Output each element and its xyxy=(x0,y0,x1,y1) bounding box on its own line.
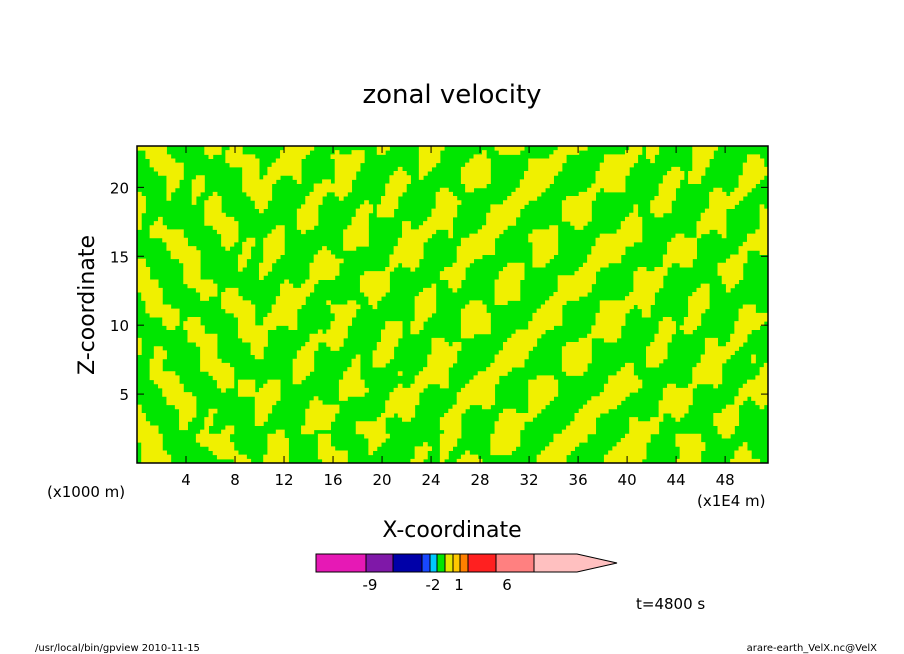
x-tick-label: 8 xyxy=(230,471,240,489)
y-tick-label: 20 xyxy=(110,179,129,197)
y-tick-label: 10 xyxy=(110,317,129,335)
x-axis-label: X-coordinate xyxy=(382,518,521,543)
colorbar-segment xyxy=(459,553,469,573)
plot-frame xyxy=(136,145,769,464)
colorbar-tick-label: 6 xyxy=(502,576,512,594)
colorbar-segment xyxy=(495,553,535,573)
colorbar-segment xyxy=(467,553,497,573)
colorbar-segment xyxy=(436,553,446,573)
x-tick-label: 24 xyxy=(422,471,441,489)
y-tick-label: 5 xyxy=(119,386,129,404)
x-tick-label: 12 xyxy=(274,471,293,489)
colorbar-segment xyxy=(429,553,438,573)
x-tick-label: 28 xyxy=(471,471,490,489)
colorbar-segment xyxy=(421,553,431,573)
time-label: t=4800 s xyxy=(636,595,705,613)
x-tick-label: 32 xyxy=(520,471,539,489)
x-tick-label: 16 xyxy=(323,471,342,489)
colorbar-segment xyxy=(315,553,367,573)
colorbar-segment xyxy=(444,553,454,573)
footer-left: /usr/local/bin/gpview 2010-11-15 xyxy=(35,643,200,654)
y-axis-label: Z-coordinate xyxy=(75,235,100,375)
colorbar-tick-label: -2 xyxy=(426,576,441,594)
colorbar-segment xyxy=(533,553,618,573)
x-tick-label: 4 xyxy=(181,471,191,489)
colorbar: -9 -2 1 6 xyxy=(315,553,618,594)
colorbar-segment xyxy=(392,553,423,573)
footer-right: arare-earth_VelX.nc@VelX xyxy=(747,643,878,654)
y-axis: 5 10 15 20 xyxy=(110,179,768,404)
velocity-field xyxy=(137,146,768,463)
colorbar-segment xyxy=(365,553,394,573)
x-tick-label: 48 xyxy=(716,471,735,489)
x-tick-label: 44 xyxy=(667,471,686,489)
y-tick-label: 15 xyxy=(110,248,129,266)
x-unit-right: (x1E4 m) xyxy=(697,492,766,510)
colorbar-segment xyxy=(452,553,461,573)
positive-velocity-region xyxy=(137,146,768,463)
plot-area xyxy=(136,145,769,464)
colorbar-tick-label: -9 xyxy=(363,576,378,594)
colorbar-tick-label: 1 xyxy=(454,576,464,594)
x-tick-label: 20 xyxy=(373,471,392,489)
x-axis: 4 8 12 16 20 24 28 32 36 40 44 48 xyxy=(181,146,735,489)
x-tick-label: 36 xyxy=(569,471,588,489)
x-tick-label: 40 xyxy=(618,471,637,489)
x-unit-left: (x1000 m) xyxy=(47,483,125,501)
chart-title: zonal velocity xyxy=(362,80,541,110)
